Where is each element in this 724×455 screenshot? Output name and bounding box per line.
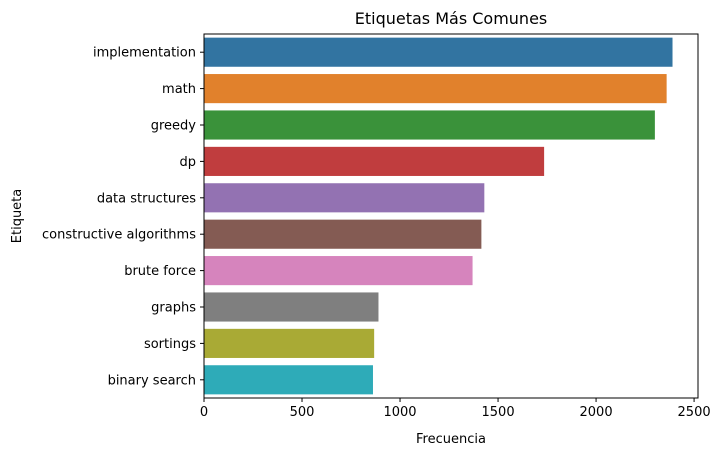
y-tick-label: dp <box>179 155 196 170</box>
plot-area: implementation math greedy dp data structure… <box>42 37 711 420</box>
bar-sortings <box>204 328 375 358</box>
y-tick-label: implementation <box>93 46 196 61</box>
bar-implementation <box>204 37 673 67</box>
bar-dp <box>204 146 545 176</box>
y-tick-label: sortings <box>144 337 196 352</box>
x-tick-label: 0 <box>200 405 208 420</box>
x-tick-label: 2000 <box>580 405 613 420</box>
x-axis-label: Frecuencia <box>416 432 486 447</box>
x-tick-label: 2500 <box>678 405 711 420</box>
bar-graphs <box>204 292 379 322</box>
y-tick-label: data structures <box>97 191 196 206</box>
y-tick-label: math <box>162 82 196 97</box>
plot-frame <box>203 33 699 399</box>
y-tick-label: graphs <box>151 301 196 316</box>
chart-title: Etiquetas Más Comunes <box>355 9 548 28</box>
y-tick-label: greedy <box>151 119 197 134</box>
x-tick-label: 1500 <box>482 405 515 420</box>
y-axis-label: Etiqueta <box>10 189 25 243</box>
y-tick-label: binary search <box>108 373 196 388</box>
bar-greedy <box>204 110 655 140</box>
bar-binary-search <box>204 365 373 395</box>
x-tick-label: 1000 <box>383 405 416 420</box>
bar-math <box>204 74 667 104</box>
bar-data-structures <box>204 183 485 213</box>
y-tick-label: brute force <box>124 264 196 279</box>
bar-constructive-algorithms <box>204 219 482 249</box>
bar-brute-force <box>204 256 473 286</box>
y-tick-label: constructive algorithms <box>42 228 196 243</box>
x-tick-label: 500 <box>290 405 315 420</box>
